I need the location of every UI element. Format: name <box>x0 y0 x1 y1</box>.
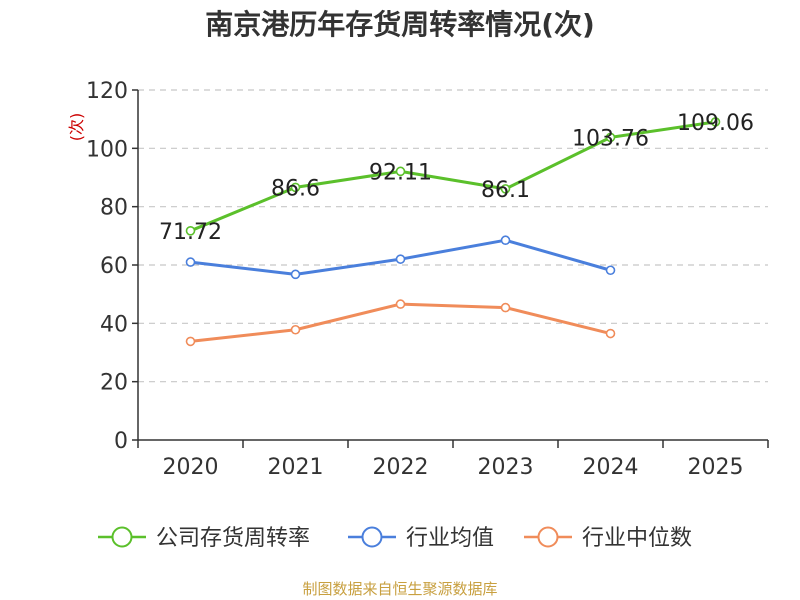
data-label-2020: 71.72 <box>159 220 222 245</box>
x-tick-label-2025: 2025 <box>688 455 744 480</box>
data-point-2-2024 <box>605 328 616 339</box>
legend-marker-2 <box>537 526 559 548</box>
x-tick-label-2024: 2024 <box>583 455 639 480</box>
y-tick-label-20: 20 <box>100 371 128 396</box>
grid-lines <box>138 89 768 383</box>
data-label-2021: 86.6 <box>271 176 320 201</box>
y-tick-label-80: 80 <box>100 196 128 221</box>
data-point-1-2024 <box>605 265 616 276</box>
x-tick-label-2023: 2023 <box>478 455 534 480</box>
source-note: 制图数据来自恒生聚源数据库 <box>302 580 497 598</box>
data-label-2023: 86.1 <box>481 178 530 203</box>
y-tick-label-0: 0 <box>114 429 128 454</box>
y-tick-label-40: 40 <box>100 312 128 337</box>
data-label-2022: 92.11 <box>369 160 432 185</box>
series-layer <box>185 117 721 347</box>
data-point-2-2020 <box>185 336 196 347</box>
y-tick-label-60: 60 <box>100 254 128 279</box>
data-point-1-2023 <box>500 235 511 246</box>
data-point-0-2021 <box>290 182 301 193</box>
data-point-1-2021 <box>290 269 301 280</box>
y-tick-label-120: 120 <box>86 79 128 104</box>
x-tick-label-2020: 2020 <box>163 455 219 480</box>
x-tick-label-2021: 2021 <box>268 455 324 480</box>
data-point-1-2020 <box>185 257 196 267</box>
data-point-2-2021 <box>290 324 301 335</box>
data-label-2025: 109.06 <box>677 111 754 136</box>
legend-label-0: 公司存货周转率 <box>156 526 310 551</box>
legend: 公司存货周转率 行业均值 行业中位数 <box>98 526 692 551</box>
y-tick-label-100: 100 <box>86 137 128 162</box>
legend-marker-1 <box>361 526 383 548</box>
legend-label-1: 行业均值 <box>406 526 494 551</box>
data-point-0-2024 <box>605 132 616 143</box>
series-line-0 <box>189 120 716 233</box>
x-tick-label-2022: 2022 <box>373 455 429 480</box>
data-label-2024: 103.76 <box>572 126 649 151</box>
data-point-2-2022 <box>395 299 406 309</box>
data-point-0-2025 <box>710 117 721 127</box>
y-axis-label: (次) <box>67 113 86 142</box>
data-point-0-2022 <box>395 166 406 177</box>
legend-marker-0 <box>111 526 133 548</box>
chart-title: 南京港历年存货周转率情况(次) <box>205 8 595 41</box>
data-point-0-2023 <box>500 184 511 194</box>
data-labels: 71.72 86.6 92.11 86.1 103.76 109.06 <box>159 111 754 245</box>
legend-label-2: 行业中位数 <box>582 526 692 551</box>
data-point-0-2020 <box>185 226 196 236</box>
axes: 0 20 40 60 80 100 120 2020 2021 2022 2023 2024 2025 <box>86 79 769 480</box>
data-point-2-2023 <box>500 302 511 313</box>
data-point-1-2022 <box>395 254 406 264</box>
